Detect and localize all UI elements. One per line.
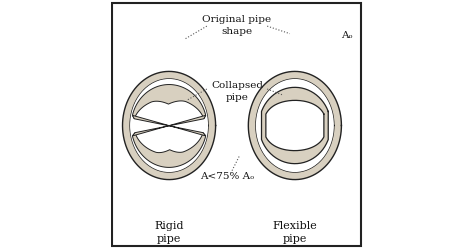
Text: A<75% Aₒ: A<75% Aₒ — [200, 172, 254, 181]
Ellipse shape — [130, 80, 208, 172]
Polygon shape — [132, 116, 206, 136]
Text: Rigid
pipe: Rigid pipe — [155, 220, 184, 243]
Polygon shape — [132, 133, 206, 168]
Polygon shape — [122, 72, 216, 180]
Polygon shape — [262, 88, 328, 164]
Text: Original pipe
shape: Original pipe shape — [202, 15, 272, 36]
Text: Collapsed
pipe: Collapsed pipe — [211, 81, 263, 101]
Polygon shape — [132, 116, 206, 136]
Ellipse shape — [256, 80, 334, 172]
Polygon shape — [132, 85, 206, 119]
Text: Aₒ: Aₒ — [341, 31, 352, 40]
FancyBboxPatch shape — [112, 5, 361, 246]
Polygon shape — [248, 72, 341, 180]
Text: Flexible
pipe: Flexible pipe — [273, 220, 317, 243]
